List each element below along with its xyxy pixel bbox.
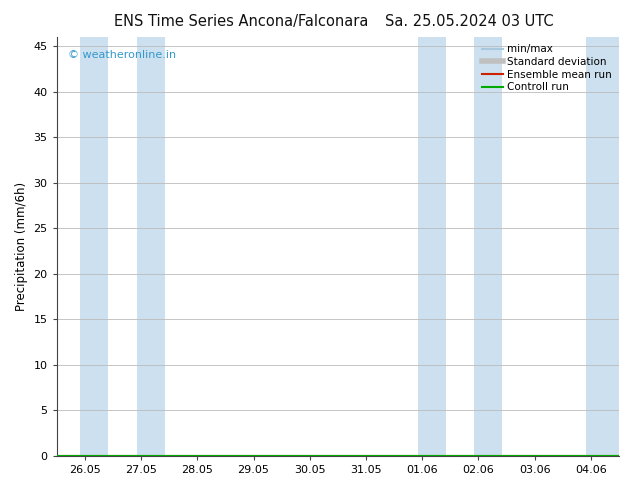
Y-axis label: Precipitation (mm/6h): Precipitation (mm/6h)	[15, 182, 28, 311]
Text: Sa. 25.05.2024 03 UTC: Sa. 25.05.2024 03 UTC	[385, 14, 553, 29]
Text: © weatheronline.in: © weatheronline.in	[68, 49, 176, 60]
Legend: min/max, Standard deviation, Ensemble mean run, Controll run: min/max, Standard deviation, Ensemble me…	[480, 42, 614, 94]
Text: ENS Time Series Ancona/Falconara: ENS Time Series Ancona/Falconara	[113, 14, 368, 29]
Bar	[586, 37, 622, 456]
Bar	[418, 37, 446, 456]
Bar	[474, 37, 502, 456]
Bar	[81, 37, 108, 456]
Bar	[136, 37, 165, 456]
